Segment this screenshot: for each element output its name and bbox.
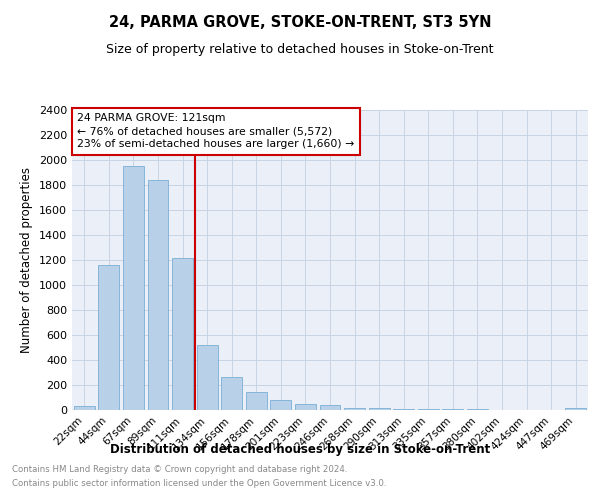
Bar [393, 409, 414, 410]
Text: 24 PARMA GROVE: 121sqm
← 76% of detached houses are smaller (5,572)
23% of semi-: 24 PARMA GROVE: 121sqm ← 76% of detached… [77, 113, 355, 150]
Bar [344, 408, 365, 410]
Bar [418, 409, 439, 410]
Bar [197, 345, 218, 410]
Text: 24, PARMA GROVE, STOKE-ON-TRENT, ST3 5YN: 24, PARMA GROVE, STOKE-ON-TRENT, ST3 5YN [109, 15, 491, 30]
Bar [271, 400, 292, 410]
Bar [320, 405, 340, 410]
Bar [98, 265, 119, 410]
Text: Size of property relative to detached houses in Stoke-on-Trent: Size of property relative to detached ho… [106, 42, 494, 56]
Bar [172, 258, 193, 410]
Bar [246, 392, 267, 410]
Bar [368, 408, 389, 410]
Bar [221, 377, 242, 410]
Bar [123, 166, 144, 410]
Text: Distribution of detached houses by size in Stoke-on-Trent: Distribution of detached houses by size … [110, 442, 490, 456]
Text: Contains public sector information licensed under the Open Government Licence v3: Contains public sector information licen… [12, 479, 386, 488]
Text: Contains HM Land Registry data © Crown copyright and database right 2024.: Contains HM Land Registry data © Crown c… [12, 466, 347, 474]
Y-axis label: Number of detached properties: Number of detached properties [20, 167, 34, 353]
Bar [148, 180, 169, 410]
Bar [74, 406, 95, 410]
Bar [565, 408, 586, 410]
Bar [295, 404, 316, 410]
